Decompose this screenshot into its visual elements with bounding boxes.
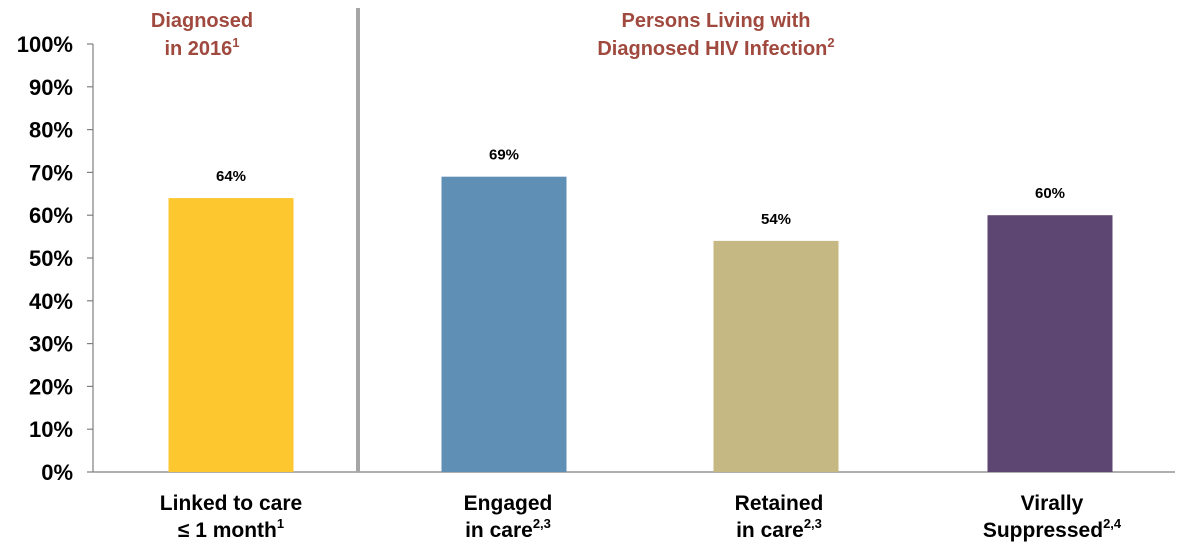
data-labels: 64% 69% 54% 60%	[216, 147, 1065, 228]
y-tick-label: 40%	[29, 289, 73, 314]
category-label-2-line1: Engaged	[464, 492, 553, 515]
y-tick-label: 60%	[29, 203, 73, 228]
y-tick-label: 80%	[29, 118, 73, 143]
category-label-1-line1: Linked to care	[160, 492, 302, 515]
bars	[169, 177, 1113, 472]
y-axis-ticks: 0% 10% 20% 30% 40% 50% 60% 70% 80% 90% 100%	[17, 32, 93, 485]
category-label-4-line2: Suppressed2,4	[983, 516, 1122, 542]
y-tick-label: 20%	[29, 374, 73, 399]
y-tick-label: 70%	[29, 160, 73, 185]
category-label-2-line2: in care2,3	[465, 516, 551, 542]
category-labels: Linked to care ≤ 1 month1 Engaged in car…	[160, 492, 1122, 542]
bar-value-label: 54%	[761, 211, 791, 228]
group-header-diagnosed-line1: Diagnosed	[151, 10, 253, 32]
group-header-living-line2: Diagnosed HIV Infection2	[597, 35, 834, 60]
category-label-3-line2: in care2,3	[736, 516, 822, 542]
category-label-4-line1: Virally	[1021, 492, 1084, 515]
y-tick-label: 10%	[29, 417, 73, 442]
bar	[714, 241, 839, 472]
y-tick-label: 100%	[17, 32, 73, 57]
bar-value-label: 64%	[216, 168, 246, 185]
y-tick-label: 50%	[29, 246, 73, 271]
bar	[442, 177, 567, 472]
category-label-3-line1: Retained	[735, 492, 824, 515]
bar	[988, 215, 1113, 472]
y-tick-label: 90%	[29, 75, 73, 100]
group-header-diagnosed-line2: in 20161	[164, 35, 239, 60]
category-label-1-line2: ≤ 1 month1	[178, 516, 284, 542]
y-tick-label: 0%	[41, 460, 73, 485]
group-header-living-line1: Persons Living with	[622, 10, 811, 32]
y-tick-label: 30%	[29, 332, 73, 357]
bar-value-label: 69%	[489, 147, 519, 164]
bar	[169, 198, 294, 472]
bar-value-label: 60%	[1035, 185, 1065, 202]
